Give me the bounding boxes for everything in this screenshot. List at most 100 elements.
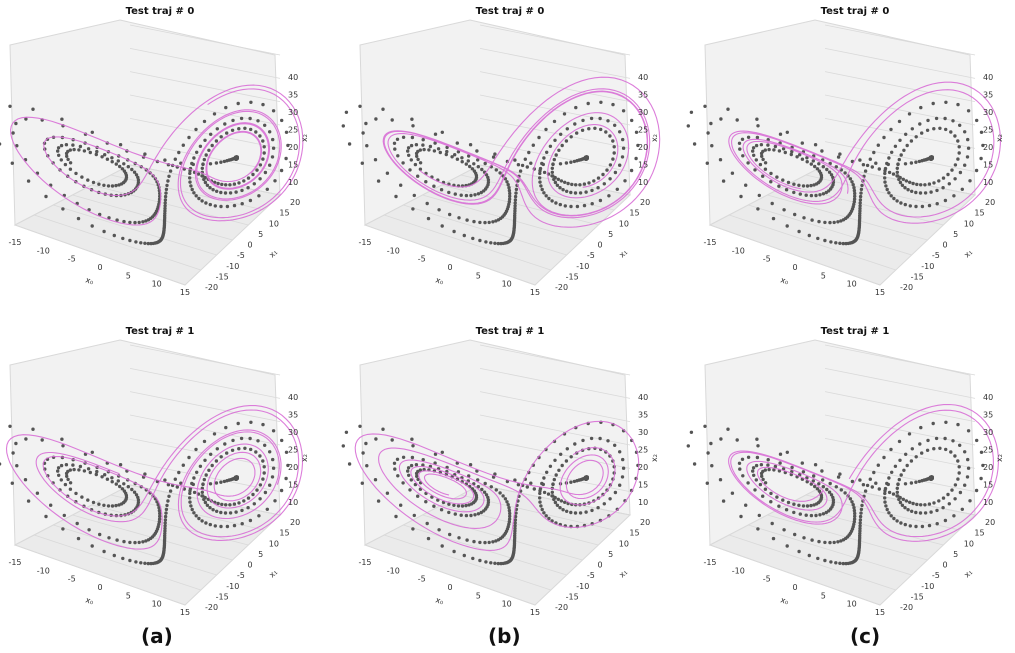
attractor-point xyxy=(550,490,554,494)
attractor-point xyxy=(809,162,813,166)
attractor-point xyxy=(506,503,510,507)
attractor-point xyxy=(935,202,939,206)
attractor-point xyxy=(935,188,939,193)
attractor-point xyxy=(949,450,953,454)
attractor-point xyxy=(531,143,535,147)
z-tick-label: 40 xyxy=(288,393,298,402)
y-tick-label: 20 xyxy=(290,198,300,207)
attractor-point xyxy=(950,488,954,492)
y-tick-label: 20 xyxy=(985,198,995,207)
attractor-point xyxy=(249,420,253,424)
attractor-point xyxy=(770,521,774,526)
attractor-point xyxy=(573,122,577,126)
y-tick-label: -10 xyxy=(921,262,934,271)
attractor-point xyxy=(953,163,958,167)
attractor-point xyxy=(201,162,205,167)
wall-grid-line xyxy=(479,437,631,469)
y-tick-label: 20 xyxy=(290,518,300,527)
attractor-point xyxy=(211,508,215,512)
attractor-point xyxy=(934,436,939,441)
attractor-point xyxy=(602,502,606,506)
attractor-point xyxy=(898,458,902,462)
attractor-point xyxy=(755,437,759,441)
attractor-point xyxy=(261,422,265,427)
attractor-point xyxy=(219,204,223,209)
y-tick-label: -20 xyxy=(555,603,568,612)
attractor-point xyxy=(895,519,899,523)
y-tick-label: -10 xyxy=(226,582,239,591)
attractor-point xyxy=(49,503,53,507)
attractor-point xyxy=(872,470,876,475)
attractor-point xyxy=(223,191,228,195)
y-tick-label: 15 xyxy=(629,209,639,218)
chart-panel-a-1: Test traj # 1-15-10-5051015x₀-20-15-10-5… xyxy=(0,326,309,617)
attractor-point xyxy=(194,127,198,132)
attractor-point xyxy=(200,199,204,203)
attractor-point xyxy=(904,179,909,183)
attractor-point xyxy=(408,488,412,492)
attractor-point xyxy=(271,137,275,142)
attractor-point xyxy=(897,157,901,162)
attractor-point xyxy=(895,166,899,170)
floor-grid-line xyxy=(364,544,536,606)
attractor-point xyxy=(261,139,265,143)
attractor-point xyxy=(927,502,932,506)
attractor-point xyxy=(396,154,400,158)
attractor-point xyxy=(541,162,545,167)
y-axis-label: x₁ xyxy=(617,247,629,259)
attractor-point xyxy=(885,507,889,512)
attractor-point xyxy=(623,179,627,183)
attractor-point xyxy=(421,458,425,462)
z-tick-label: 25 xyxy=(983,446,993,455)
attractor-point xyxy=(163,514,168,519)
attractor-point xyxy=(203,500,208,505)
attractor-point xyxy=(393,467,397,471)
attractor-point xyxy=(207,468,211,472)
attractor-point xyxy=(158,514,162,518)
attractor-point xyxy=(860,503,864,508)
attractor-point xyxy=(118,484,122,489)
z-tick-label: 10 xyxy=(638,498,648,507)
attractor-point xyxy=(909,459,914,463)
wall-grid-line xyxy=(479,414,631,446)
attractor-point xyxy=(246,496,251,500)
attractor-point xyxy=(759,143,764,147)
attractor-point xyxy=(719,117,723,121)
z-tick-label: 40 xyxy=(983,73,993,82)
attractor-point xyxy=(158,511,162,516)
attractor-point xyxy=(508,191,512,196)
x-axis-label: x₀ xyxy=(84,275,94,286)
attractor-point xyxy=(243,446,247,450)
attractor-point xyxy=(26,179,31,183)
attractor-point xyxy=(271,429,276,433)
attractor-point xyxy=(513,158,517,162)
attractor-point xyxy=(859,507,864,512)
y-tick-label: -15 xyxy=(566,592,579,601)
attractor-point xyxy=(792,182,796,186)
attractor-point xyxy=(946,492,950,497)
attractor-point xyxy=(811,159,815,163)
attractor-point xyxy=(853,514,857,518)
attractor-point xyxy=(755,117,759,121)
z-tick-label: 40 xyxy=(638,393,648,402)
attractor-point xyxy=(234,190,238,194)
attractor-point xyxy=(35,491,40,495)
wall-grid-line xyxy=(479,367,631,399)
attractor-point xyxy=(914,204,918,209)
attractor-point xyxy=(931,101,935,106)
x-tick-label: -10 xyxy=(387,246,400,255)
attractor-point xyxy=(721,179,726,183)
x-tick-label: 15 xyxy=(180,288,190,297)
chart-title: Test traj # 0 xyxy=(821,6,890,17)
y-axis-label: x₁ xyxy=(617,567,629,579)
attractor-point xyxy=(689,430,694,434)
attractor-point xyxy=(31,107,35,111)
attractor-point xyxy=(491,220,495,224)
attractor-point xyxy=(944,100,948,105)
attractor-point xyxy=(466,159,470,163)
attractor-point xyxy=(121,556,125,561)
attractor-point xyxy=(897,497,901,502)
z-tick-label: 35 xyxy=(638,91,648,100)
y-tick-label: -5 xyxy=(587,251,595,260)
attractor-point xyxy=(558,162,563,166)
